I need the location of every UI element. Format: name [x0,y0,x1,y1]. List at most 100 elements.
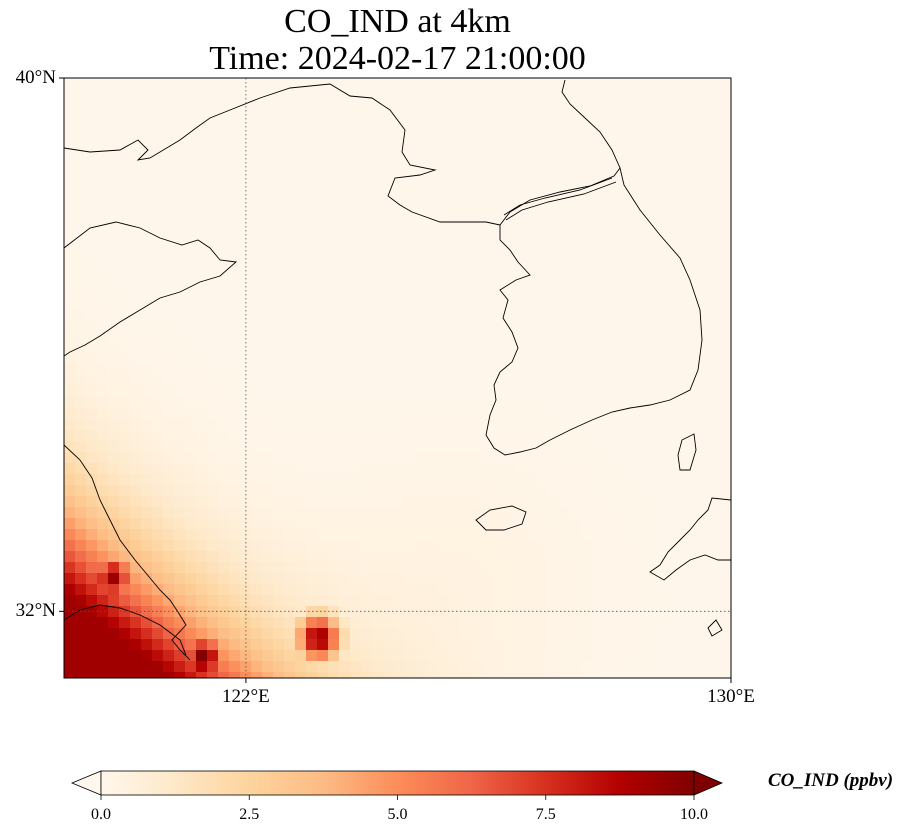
heat-cell [713,166,725,178]
heat-cell [581,595,593,607]
heat-cell [702,606,714,618]
heat-cell [262,364,274,376]
heat-cell [229,309,241,321]
heat-cell [306,430,318,442]
heat-cell [416,111,428,123]
heat-cell [108,540,120,552]
heat-cell [702,650,714,662]
heat-cell [306,265,318,277]
heat-cell [306,540,318,552]
heat-cell [163,89,175,101]
heat-cell [196,78,208,90]
heat-cell [691,133,703,145]
heat-cell [691,287,703,299]
heat-cell [438,485,450,497]
heat-cell [317,287,329,299]
heat-cell [471,342,483,354]
heat-cell [295,551,307,563]
heat-cell [229,155,241,167]
heat-cell [174,144,186,156]
heat-cell [152,661,164,673]
heat-cell [581,430,593,442]
heat-cell [647,474,659,486]
heat-cell [636,518,648,530]
heat-cell [460,309,472,321]
heat-cell [625,463,637,475]
heat-cell [141,309,153,321]
heat-cell [229,243,241,255]
heat-cell [482,221,494,233]
heat-cell [152,452,164,464]
heat-cell [75,518,87,530]
heat-cell [383,331,395,343]
heat-cell [196,331,208,343]
heat-cell [603,474,615,486]
heat-cell [471,518,483,530]
heat-cell [64,89,76,101]
heat-cell [559,419,571,431]
heat-cell [570,551,582,563]
heat-cell [702,562,714,574]
heat-cell [218,177,230,189]
heat-cell [141,628,153,640]
heat-cell [669,617,681,629]
heat-cell [471,122,483,134]
heat-cell [317,529,329,541]
heat-cell [614,254,626,266]
heat-cell [647,166,659,178]
heat-cell [130,441,142,453]
heat-cell [328,430,340,442]
heat-cell [119,606,131,618]
heat-cell [449,243,461,255]
heat-cell [592,595,604,607]
heat-cell [614,386,626,398]
heat-cell [339,199,351,211]
heat-cell [75,408,87,420]
heat-cell [625,408,637,420]
heat-cell [592,342,604,354]
heat-cell [625,320,637,332]
heat-cell [614,441,626,453]
heat-cell [504,529,516,541]
heat-cell [658,155,670,167]
heat-cell [581,540,593,552]
heat-cell [680,617,692,629]
heat-cell [328,155,340,167]
heat-cell [702,78,714,90]
heat-cell [75,529,87,541]
heat-cell [97,650,109,662]
heat-cell [515,595,527,607]
heat-cell [691,177,703,189]
heat-cell [64,342,76,354]
heat-cell [625,331,637,343]
heat-cell [691,430,703,442]
heat-cell [603,452,615,464]
heat-cell [614,342,626,354]
heat-cell [625,309,637,321]
heat-cell [427,188,439,200]
heat-cell [493,419,505,431]
heat-cell [614,551,626,563]
heat-cell [64,452,76,464]
heat-cell [537,364,549,376]
heat-cell [295,122,307,134]
heat-cell [592,133,604,145]
heat-cell [262,595,274,607]
heat-cell [108,452,120,464]
heat-cell [119,166,131,178]
heat-cell [713,562,725,574]
heat-cell [75,650,87,662]
heat-cell [152,320,164,332]
heat-cell [251,386,263,398]
heat-cell [262,485,274,497]
heat-cell [317,265,329,277]
heat-cell [515,507,527,519]
heat-cell [647,331,659,343]
heat-cell [482,573,494,585]
heat-cell [559,595,571,607]
heat-cell [185,441,197,453]
heat-cell [350,551,362,563]
heat-cell [75,144,87,156]
heat-cell [570,584,582,596]
heat-cell [185,606,197,618]
